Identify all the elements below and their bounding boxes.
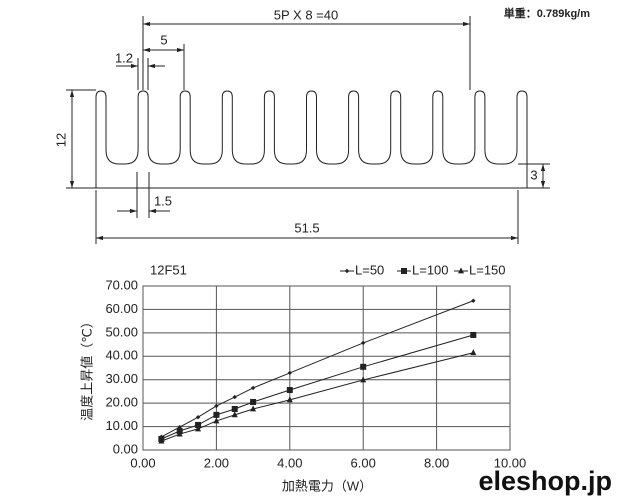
marker bbox=[470, 331, 477, 338]
marker bbox=[213, 411, 220, 418]
dimension-label: 51.5 bbox=[294, 220, 319, 235]
marker bbox=[287, 370, 292, 376]
legend-label: L=150 bbox=[469, 262, 506, 277]
x-tick-label: 4.00 bbox=[277, 455, 302, 470]
chart-title: 12F51 bbox=[150, 262, 187, 277]
marker bbox=[361, 340, 366, 346]
marker bbox=[231, 406, 238, 412]
dimension-label: 12 bbox=[53, 133, 68, 147]
dimension-label: 5 bbox=[160, 32, 167, 47]
marker bbox=[195, 421, 202, 428]
legend-label: L=50 bbox=[355, 262, 384, 277]
weight-label: 単重：0.789kg/m bbox=[504, 6, 590, 20]
watermark: eleshop.jp bbox=[478, 466, 612, 496]
heatsink-drawing: 5P X 8 =40 単重：0.789kg/m 5 1.2 12 1.5 3 1… bbox=[53, 6, 590, 244]
marker bbox=[250, 398, 257, 405]
y-tick-label: 30.00 bbox=[105, 371, 138, 386]
dimension-label: 3 bbox=[530, 167, 537, 182]
dimension-label: 1.2 bbox=[115, 50, 133, 65]
marker bbox=[286, 387, 293, 394]
y-tick-label: 60.00 bbox=[105, 301, 138, 316]
legend-marker bbox=[458, 267, 464, 274]
legend-label: L=100 bbox=[412, 262, 449, 277]
marker bbox=[250, 405, 257, 412]
marker bbox=[360, 376, 367, 383]
marker bbox=[471, 298, 476, 303]
y-tick-label: 70.00 bbox=[105, 277, 138, 292]
x-tick-label: 8.00 bbox=[424, 455, 449, 470]
marker bbox=[250, 385, 256, 391]
y-axis-label: 温度上昇値（℃） bbox=[79, 315, 94, 421]
series-line bbox=[161, 300, 474, 438]
marker bbox=[232, 394, 237, 400]
marker bbox=[195, 425, 202, 432]
legend-marker bbox=[344, 268, 350, 274]
marker bbox=[231, 411, 238, 418]
x-tick-label: 2.00 bbox=[204, 455, 229, 470]
series-line bbox=[161, 334, 474, 440]
marker bbox=[195, 415, 201, 420]
y-tick-label: 40.00 bbox=[105, 348, 138, 363]
marker bbox=[158, 437, 165, 444]
legend-marker bbox=[401, 268, 407, 274]
dimension-label: 5P X 8 =40 bbox=[274, 7, 338, 22]
y-tick-label: 20.00 bbox=[105, 395, 138, 410]
marker bbox=[286, 396, 293, 403]
y-tick-label: 0.00 bbox=[113, 441, 138, 456]
heatsink-profile bbox=[95, 90, 528, 189]
series-line bbox=[161, 352, 474, 442]
marker bbox=[176, 430, 183, 437]
marker bbox=[213, 417, 220, 424]
x-tick-label: 0.00 bbox=[130, 455, 155, 470]
marker bbox=[360, 363, 367, 370]
x-axis-label: 加熱電力（W） bbox=[282, 478, 372, 493]
chart: 12F51 加熱電力（W） 温度上昇値（℃） eleshop.jp 0.00 10… bbox=[79, 262, 612, 496]
x-tick-label: 6.00 bbox=[351, 455, 376, 470]
x-tick-label: 10.00 bbox=[494, 455, 527, 470]
marker bbox=[214, 403, 219, 409]
y-tick-label: 50.00 bbox=[105, 324, 138, 339]
y-tick-label: 10.00 bbox=[105, 418, 138, 433]
marker bbox=[470, 349, 477, 356]
dimension-label: 1.5 bbox=[154, 193, 172, 208]
